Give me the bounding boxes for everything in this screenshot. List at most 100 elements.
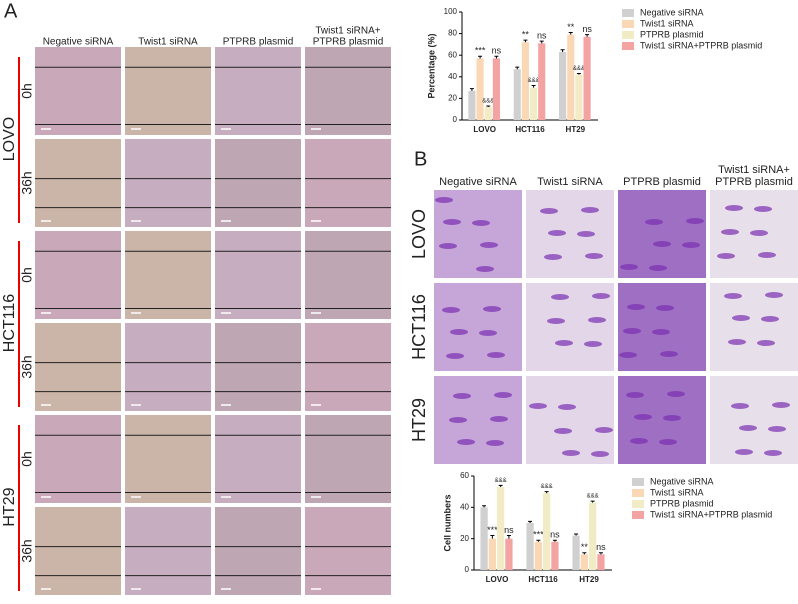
y-axis-label: Percentage (%) [426, 33, 436, 98]
stained-cell [472, 220, 490, 226]
time-label: 36h [19, 171, 35, 194]
micrograph [35, 415, 121, 503]
bar [488, 538, 496, 570]
error-bar [506, 535, 511, 539]
stained-cell [754, 206, 772, 212]
micrograph [526, 190, 614, 278]
significance-label: ns [582, 24, 592, 34]
legend-swatch [632, 489, 644, 497]
column-header: PTPRB plasmid [313, 37, 384, 48]
stained-cell [595, 427, 613, 433]
y-tick-label: 100 [444, 7, 458, 16]
stained-cell [663, 415, 681, 421]
error-bar [560, 49, 565, 52]
legend-swatch [622, 31, 634, 39]
stained-cell [486, 440, 504, 446]
legend-label: Twist1 siRNA [640, 18, 694, 28]
error-bar [590, 500, 595, 503]
bar [597, 554, 605, 570]
significance-label: *** [487, 525, 498, 535]
stained-cell [442, 307, 460, 313]
bar [476, 58, 484, 120]
significance-label: &&& [573, 66, 585, 72]
column-header: Negative siRNA [43, 37, 114, 48]
micrograph [125, 139, 211, 227]
legend-swatch [622, 9, 634, 17]
stained-cell [588, 317, 606, 323]
y-tick-label: 20 [448, 94, 457, 103]
significance-label: &&& [495, 478, 507, 484]
stained-cell [627, 304, 645, 310]
stained-cell [443, 219, 461, 225]
error-bar [568, 32, 573, 35]
cell-line-label: HCT116 [1, 294, 18, 352]
legend-label: Twist1 siRNA+PTPRB plasmid [640, 40, 762, 50]
stained-cell [548, 230, 566, 236]
micrograph [305, 323, 391, 411]
stained-cell [626, 392, 644, 398]
stained-cell [450, 329, 468, 335]
bar [526, 523, 534, 570]
significance-label: ** [567, 22, 575, 32]
bar [492, 58, 500, 120]
micrograph [710, 376, 798, 464]
micrograph [305, 415, 391, 503]
column-header: Twist1 siRNA+ [718, 164, 790, 176]
stained-cell [446, 353, 464, 359]
bar [580, 554, 588, 570]
significance-label: *** [533, 530, 544, 540]
x-tick-label: HT29 [579, 575, 599, 584]
micrograph [215, 139, 301, 227]
bar [551, 541, 559, 570]
stained-cell [724, 293, 742, 299]
significance-label: &&& [541, 484, 553, 490]
significance-label: ** [522, 29, 530, 39]
stained-cell [453, 393, 471, 399]
micrograph [125, 323, 211, 411]
legend-label: Twist1 siRNA [650, 487, 704, 497]
stained-cell [653, 241, 671, 247]
micrograph [434, 190, 522, 278]
stained-cell [476, 266, 494, 272]
stained-cell [764, 450, 782, 456]
significance-label: ns [492, 46, 502, 56]
x-tick-label: HT29 [566, 125, 586, 134]
y-tick-label: 40 [460, 502, 469, 511]
stained-cell [487, 352, 505, 358]
stained-cell [619, 352, 637, 358]
panel-label: A [4, 0, 18, 22]
bar [559, 51, 567, 120]
error-bar [539, 40, 544, 44]
error-bar [494, 55, 499, 59]
stained-cell [649, 265, 667, 271]
bar [521, 42, 529, 120]
legend-swatch [622, 20, 634, 28]
error-bar [469, 88, 474, 91]
micrograph [35, 507, 121, 595]
stained-cell [735, 449, 753, 455]
stained-cell [750, 230, 768, 236]
bar [534, 541, 542, 570]
column-header: PTPRB plasmid [223, 37, 294, 48]
micrograph [618, 376, 706, 464]
error-bar [498, 484, 503, 487]
y-tick-label: 60 [460, 471, 469, 480]
bar [484, 107, 492, 120]
micrograph [434, 376, 522, 464]
stained-cell [483, 306, 501, 312]
stained-cell [682, 242, 700, 248]
micrograph [305, 507, 391, 595]
time-label: 0h [19, 267, 35, 283]
y-tick-label: 40 [448, 72, 457, 81]
stained-cell [529, 403, 547, 409]
y-tick-label: 0 [465, 565, 470, 574]
error-bar [552, 539, 557, 542]
stained-cell [721, 229, 739, 235]
stained-cell [577, 231, 595, 237]
y-tick-label: 60 [448, 50, 457, 59]
micrograph [35, 231, 121, 319]
stained-cell [585, 253, 603, 259]
micrograph [305, 139, 391, 227]
stained-cell [728, 339, 746, 345]
micrograph [526, 376, 614, 464]
